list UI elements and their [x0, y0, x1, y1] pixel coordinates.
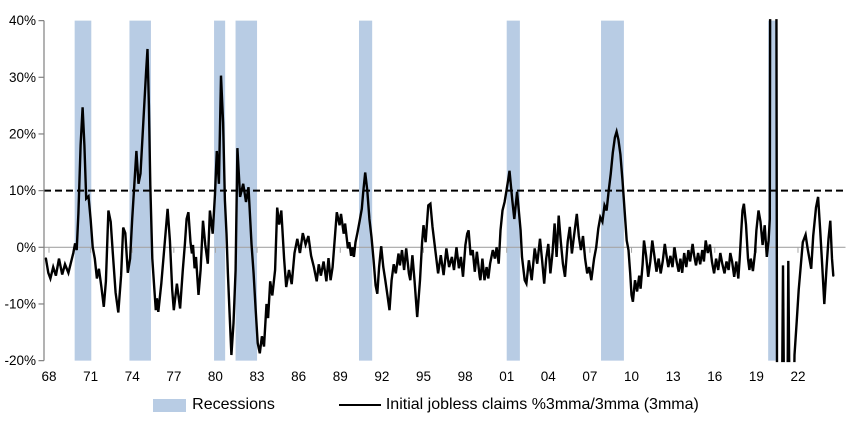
- chart-legend: Recessions Initial jobless claims %3mma/…: [0, 396, 852, 414]
- x-axis-label: 74: [125, 369, 141, 384]
- legend-item-series: Initial jobless claims %3mma/3mma (3mma): [338, 396, 699, 414]
- series-line-swatch: [338, 404, 381, 406]
- x-axis-label: 68: [41, 369, 56, 384]
- legend-recessions-label: Recessions: [192, 396, 275, 413]
- x-axis-label: 86: [291, 369, 306, 384]
- recession-band: [506, 20, 520, 361]
- x-axis-label: 95: [416, 369, 431, 384]
- x-axis-label: 13: [666, 369, 681, 384]
- x-axis-label: 98: [458, 369, 473, 384]
- y-axis-label: -10%: [4, 296, 36, 311]
- recession-band: [214, 20, 226, 361]
- y-axis-label: 10%: [9, 183, 36, 198]
- legend-item-recessions: Recessions: [153, 396, 275, 414]
- recession-band: [129, 20, 151, 361]
- recession-swatch: [153, 398, 187, 412]
- x-axis-label: 19: [749, 369, 764, 384]
- x-axis-label: 71: [83, 369, 98, 384]
- y-axis-label: 20%: [9, 126, 36, 141]
- x-axis-label: 16: [707, 369, 722, 384]
- x-axis-label: 83: [250, 369, 265, 384]
- y-axis-label: 30%: [9, 70, 36, 85]
- x-axis-label: 92: [374, 369, 389, 384]
- x-axis-label: 89: [333, 369, 348, 384]
- x-axis-label: 07: [582, 369, 597, 384]
- x-axis-label: 80: [208, 369, 223, 384]
- jobless-claims-line: [44, 19, 835, 363]
- y-axis-label: 40%: [9, 13, 36, 28]
- x-axis-label: 77: [166, 369, 181, 384]
- x-axis-label: 04: [541, 369, 557, 384]
- legend-series-label: Initial jobless claims %3mma/3mma (3mma): [385, 396, 699, 413]
- x-axis-label: 22: [790, 369, 805, 384]
- x-axis-label: 01: [499, 369, 514, 384]
- y-axis-label: -20%: [4, 353, 36, 368]
- x-axis-label: 10: [624, 369, 639, 384]
- y-axis-label: 0%: [16, 240, 36, 255]
- recession-band: [601, 20, 624, 361]
